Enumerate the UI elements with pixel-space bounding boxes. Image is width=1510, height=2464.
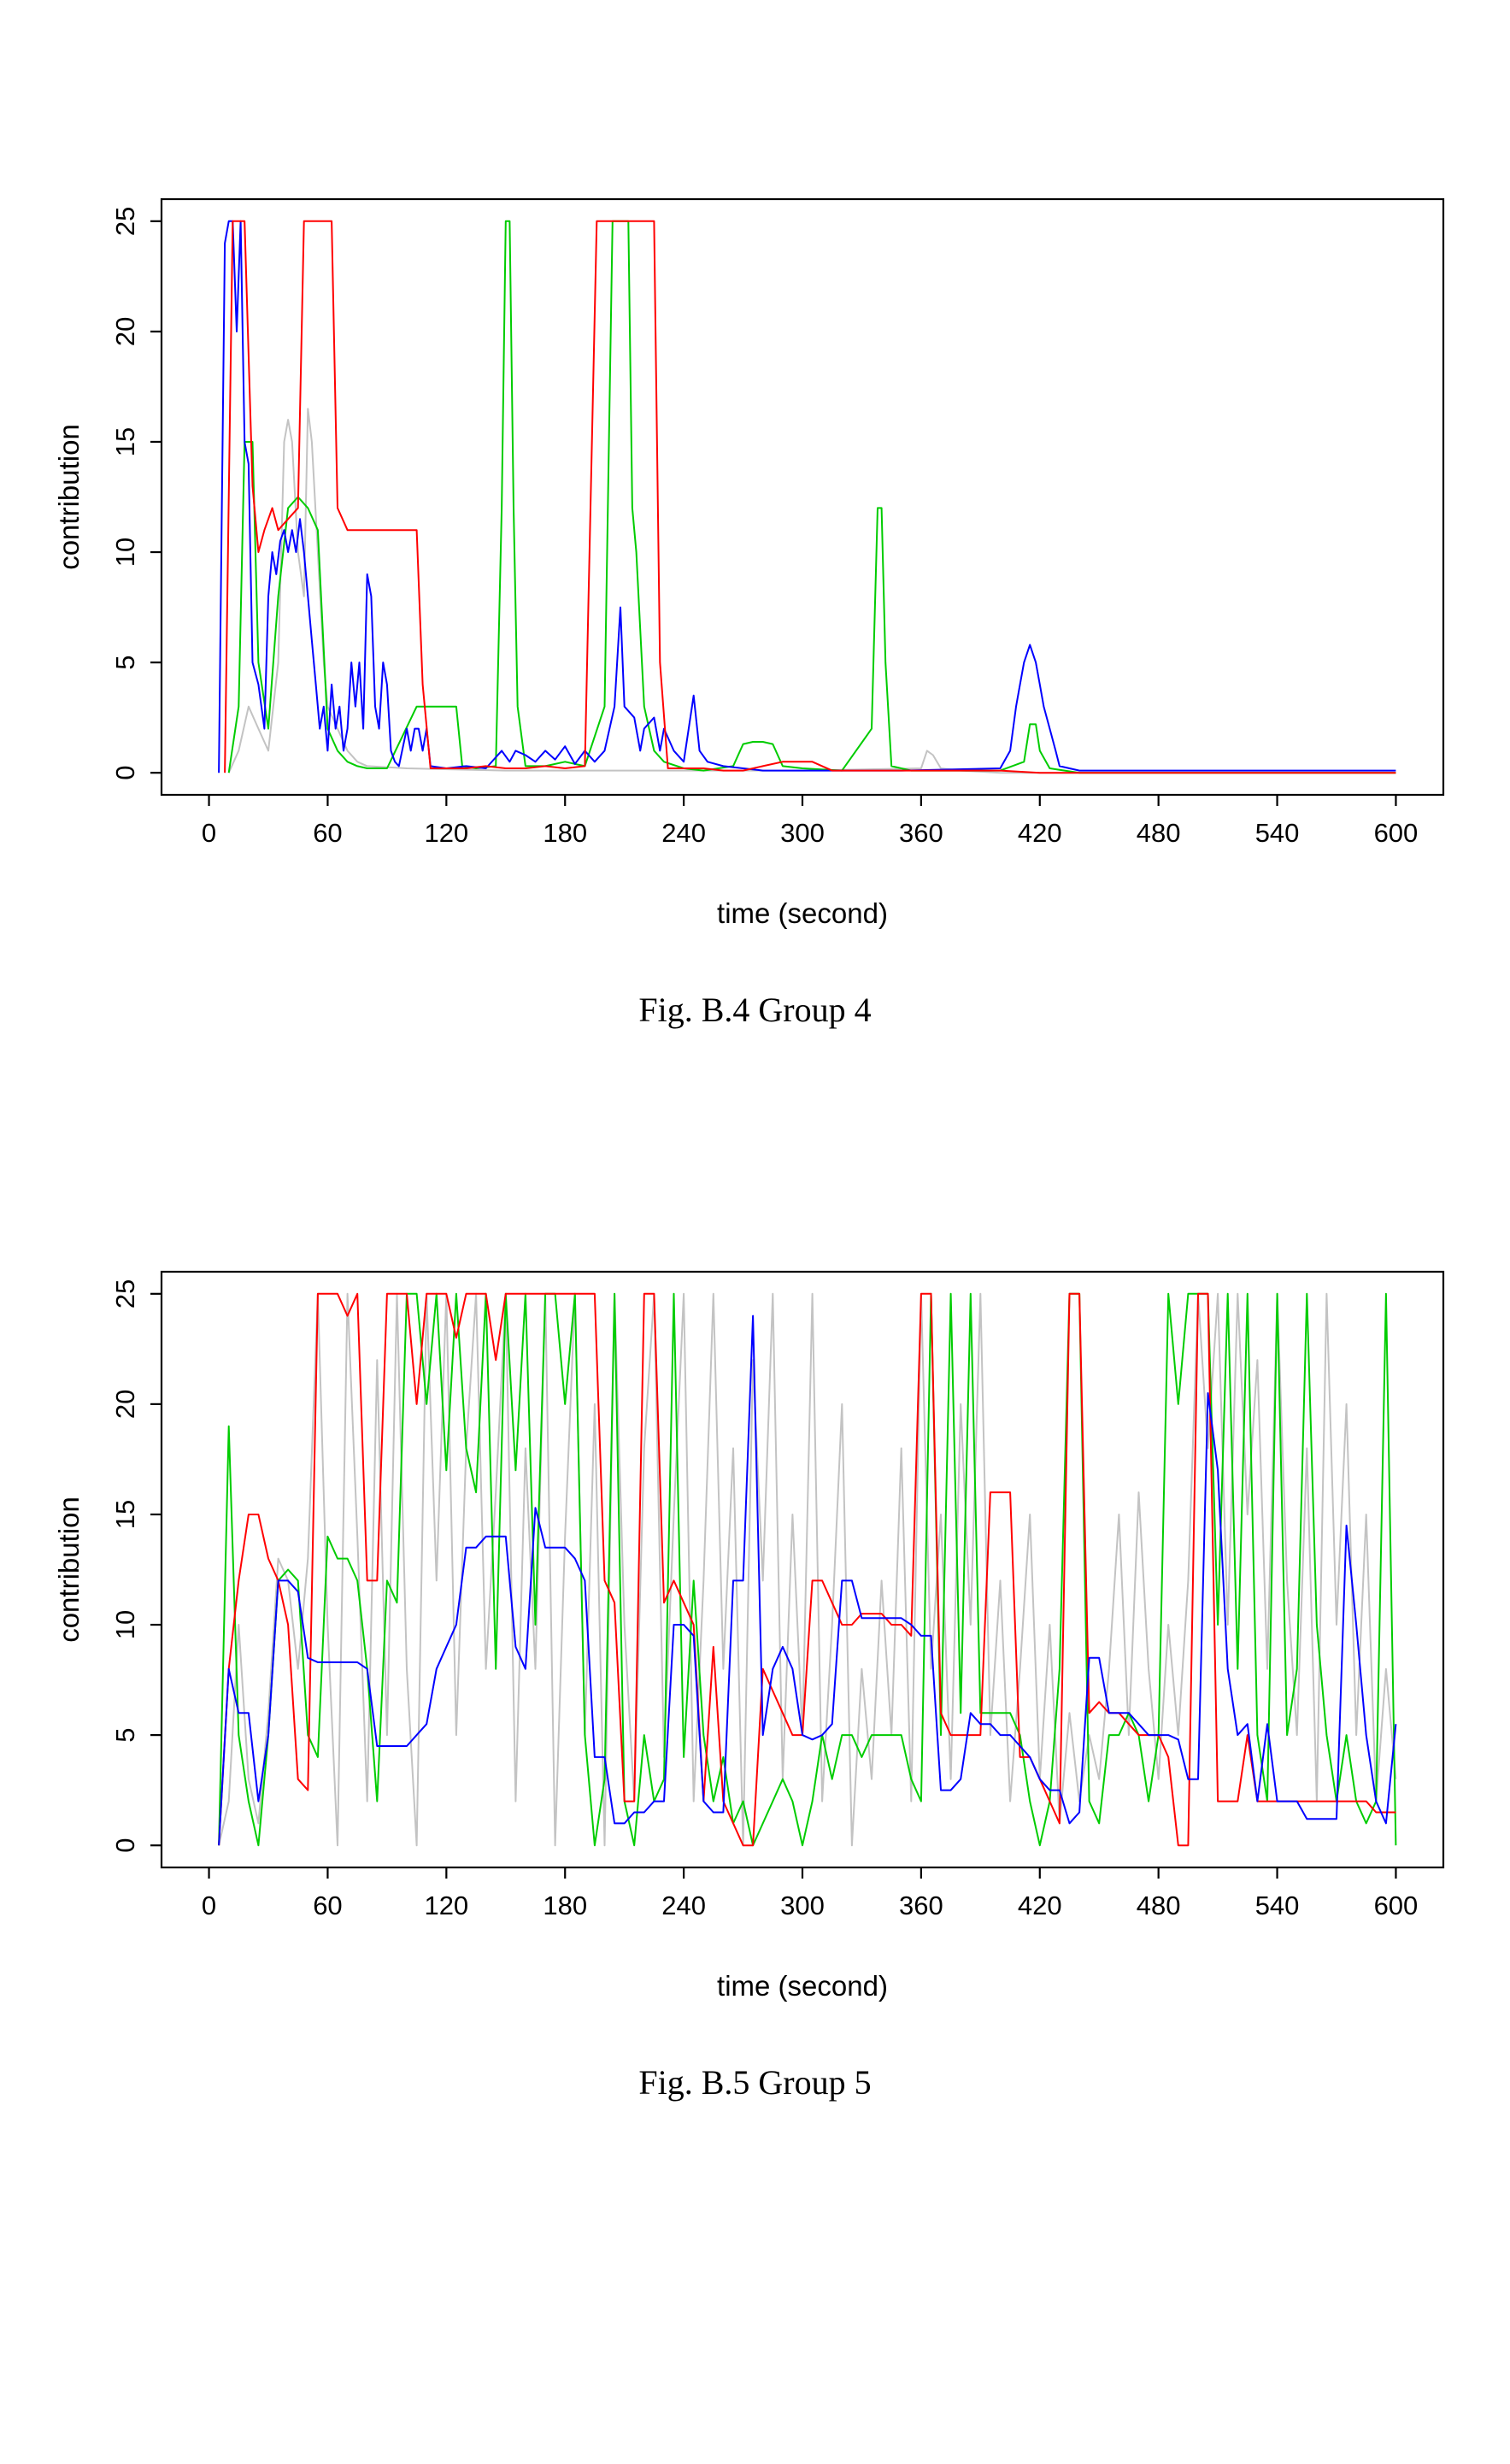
series-player-gray xyxy=(227,408,1395,774)
plot-box xyxy=(160,197,1444,797)
x-tick-label: 420 xyxy=(1017,818,1061,848)
x-tick-label: 540 xyxy=(1254,818,1299,848)
x-axis-label: time (second) xyxy=(717,1970,888,2002)
series-player-gray xyxy=(217,1292,1396,1847)
x-tick-label: 120 xyxy=(424,818,468,848)
x-tick-label: 0 xyxy=(201,818,215,848)
y-tick-label: 25 xyxy=(110,1279,140,1308)
y-tick-label: 20 xyxy=(110,317,140,346)
y-axis-label: contribution xyxy=(53,1497,85,1643)
series-player-blue xyxy=(217,220,1395,773)
series-player-red xyxy=(223,220,1395,774)
x-tick-label: 480 xyxy=(1136,1891,1180,1920)
x-tick-label: 180 xyxy=(543,818,587,848)
y-tick-label: 15 xyxy=(110,427,140,456)
y-axis-label: contribution xyxy=(53,424,85,570)
group5-line-chart: 0 60 120 180 240 300 360 420 480 540 600 0 5 10 15 20 25… xyxy=(53,1270,1444,2002)
y-tick-label: 0 xyxy=(110,1838,140,1853)
y-tick-label: 15 xyxy=(110,1500,140,1529)
x-tick-label: 600 xyxy=(1373,818,1418,848)
y-tick-label: 25 xyxy=(110,207,140,236)
x-tick-label: 480 xyxy=(1136,818,1180,848)
x-tick-label: 120 xyxy=(424,1891,468,1920)
series-player-green xyxy=(227,220,1395,774)
figure-caption-group4: Fig. B.4 Group 4 xyxy=(638,991,872,1029)
x-tick-label: 420 xyxy=(1017,1891,1061,1920)
y-tick-label: 5 xyxy=(110,1727,140,1742)
y-tick-label: 0 xyxy=(110,766,140,780)
x-tick-label: 300 xyxy=(780,1891,825,1920)
y-tick-label: 5 xyxy=(110,655,140,669)
x-axis-label: time (second) xyxy=(717,897,888,929)
x-tick-label: 60 xyxy=(313,818,342,848)
group4-line-chart: 0 60 120 180 240 300 360 420 480 540 600 0 5 10 15 20 25… xyxy=(53,197,1444,929)
x-tick-label: 180 xyxy=(543,1891,587,1920)
x-tick-label: 240 xyxy=(661,1891,706,1920)
x-tick-label: 600 xyxy=(1373,1891,1418,1920)
series-player-blue xyxy=(217,1314,1396,1846)
x-tick-label: 0 xyxy=(201,1891,215,1920)
series-player-red xyxy=(217,1292,1395,1847)
x-tick-label: 540 xyxy=(1254,1891,1299,1920)
figure-group4: 0 60 120 180 240 300 360 420 480 540 600 0 5 10 15 20 25… xyxy=(0,0,1510,1030)
y-tick-label: 20 xyxy=(110,1390,140,1419)
y-tick-label: 10 xyxy=(110,1610,140,1639)
x-tick-label: 300 xyxy=(780,818,825,848)
figure-caption-group5: Fig. B.5 Group 5 xyxy=(638,2063,872,2102)
x-tick-label: 360 xyxy=(899,818,943,848)
x-tick-label: 360 xyxy=(899,1891,943,1920)
x-tick-label: 60 xyxy=(313,1891,342,1920)
y-tick-label: 10 xyxy=(110,538,140,567)
x-tick-label: 240 xyxy=(661,818,706,848)
plot-box xyxy=(160,1270,1444,1869)
figure-group5: 0 60 120 180 240 300 360 420 480 540 600 0 5 10 15 20 25… xyxy=(0,1030,1510,2102)
